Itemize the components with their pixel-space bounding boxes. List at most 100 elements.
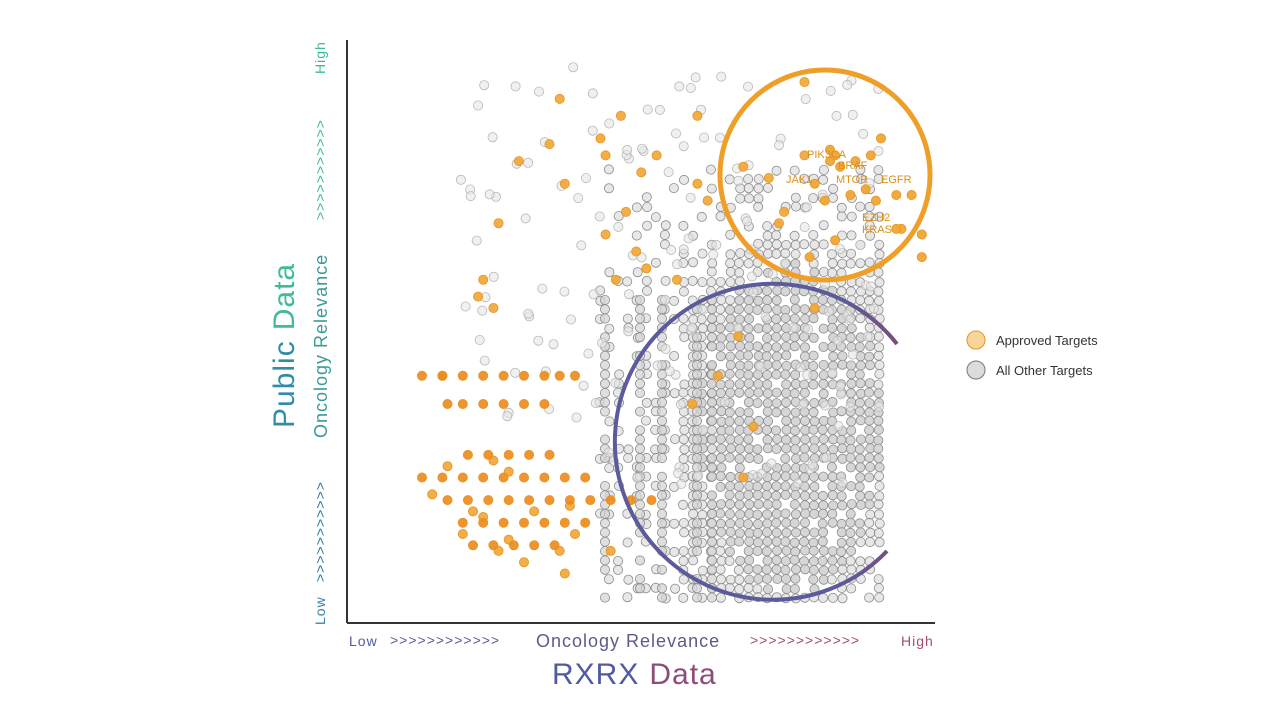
other-target-point [789, 230, 800, 241]
other-target-point [753, 201, 764, 212]
other-target-point [534, 86, 545, 97]
other-target-point [707, 499, 718, 510]
other-target-point [855, 313, 866, 324]
approved-target-point [610, 274, 621, 285]
other-target-point [510, 367, 521, 378]
approved-target-point [835, 161, 846, 172]
other-target-point [635, 322, 646, 333]
other-target-point [604, 118, 615, 129]
other-target-point [733, 481, 744, 492]
other-target-point [692, 518, 703, 529]
other-target-point [818, 527, 829, 538]
other-target-point [808, 350, 819, 361]
other-target-point [657, 564, 668, 575]
other-target-point [637, 143, 648, 154]
other-target-point [734, 257, 745, 268]
approved-target-point [473, 291, 484, 302]
other-target-point [788, 322, 799, 333]
other-target-point [799, 536, 810, 547]
other-target-point [864, 378, 875, 389]
other-target-point [790, 435, 801, 446]
other-target-point [642, 202, 653, 213]
other-target-point [752, 564, 763, 575]
other-target-point [743, 582, 754, 593]
other-target-point [781, 341, 792, 352]
other-target-point [781, 360, 792, 371]
other-target-point [771, 443, 782, 454]
other-target-point [836, 211, 847, 222]
other-target-point [600, 378, 611, 389]
other-target-point [780, 481, 791, 492]
other-target-point [743, 407, 754, 418]
approved-target-point [819, 195, 830, 206]
other-target-point [707, 434, 718, 445]
other-target-point [818, 565, 829, 576]
other-target-point [678, 499, 689, 510]
other-target-point [792, 478, 803, 489]
other-target-point [744, 332, 755, 343]
other-target-point [576, 240, 587, 251]
other-target-point [869, 303, 880, 314]
other-target-point [818, 266, 829, 277]
other-target-point [660, 220, 671, 231]
other-target-point [845, 556, 856, 567]
other-target-point [600, 406, 611, 417]
approved-target-point [865, 150, 876, 161]
other-target-point [683, 233, 694, 244]
other-target-point [780, 556, 791, 567]
other-target-point [789, 499, 800, 510]
approved-target-point [544, 139, 555, 150]
other-target-point [678, 453, 689, 464]
other-target-point [772, 545, 783, 556]
other-target-point [808, 545, 819, 556]
approved-target-point [809, 302, 820, 313]
other-target-point [725, 481, 736, 492]
other-target-point [652, 360, 663, 371]
other-target-point [808, 360, 819, 371]
other-target-point [624, 289, 635, 300]
other-target-point [874, 518, 885, 529]
other-target-point [762, 369, 773, 380]
other-target-point [474, 334, 485, 345]
other-target-point [734, 518, 745, 529]
other-target-point [789, 584, 800, 595]
other-target-point [484, 189, 495, 200]
other-target-point [672, 259, 683, 270]
other-target-point [856, 434, 867, 445]
other-target-point [657, 425, 668, 436]
other-target-point [604, 416, 615, 427]
approved-target-point [539, 398, 550, 409]
other-target-point [763, 248, 774, 259]
y-axis-title: Public Data [268, 263, 301, 428]
other-target-point [590, 397, 601, 408]
approved-target-point [488, 302, 499, 313]
other-target-point [856, 499, 867, 510]
y-axis-arrows-top: >>>>>>>>>>> [312, 119, 328, 220]
other-target-point [827, 555, 838, 566]
other-target-point [657, 480, 668, 491]
other-target-point [846, 248, 857, 259]
other-target-point [763, 499, 774, 510]
approved-target-point [437, 370, 448, 381]
other-target-point [707, 508, 718, 519]
other-target-point [673, 468, 684, 479]
approved-target-point [427, 489, 438, 500]
other-target-point [800, 490, 811, 501]
other-target-point [808, 379, 819, 390]
other-target-point [817, 518, 828, 529]
other-target-point [763, 416, 774, 427]
other-target-point [748, 287, 759, 298]
other-target-point [837, 351, 848, 362]
other-target-point [635, 453, 646, 464]
other-target-point [707, 313, 718, 324]
other-target-point [725, 527, 736, 538]
other-target-point [743, 81, 754, 92]
other-target-point [791, 564, 802, 575]
other-target-point [865, 509, 876, 520]
other-target-point [724, 546, 735, 557]
other-target-point [771, 351, 782, 362]
other-target-point [837, 500, 848, 511]
other-target-point [818, 471, 829, 482]
other-target-point [809, 443, 820, 454]
other-target-point [669, 518, 680, 529]
